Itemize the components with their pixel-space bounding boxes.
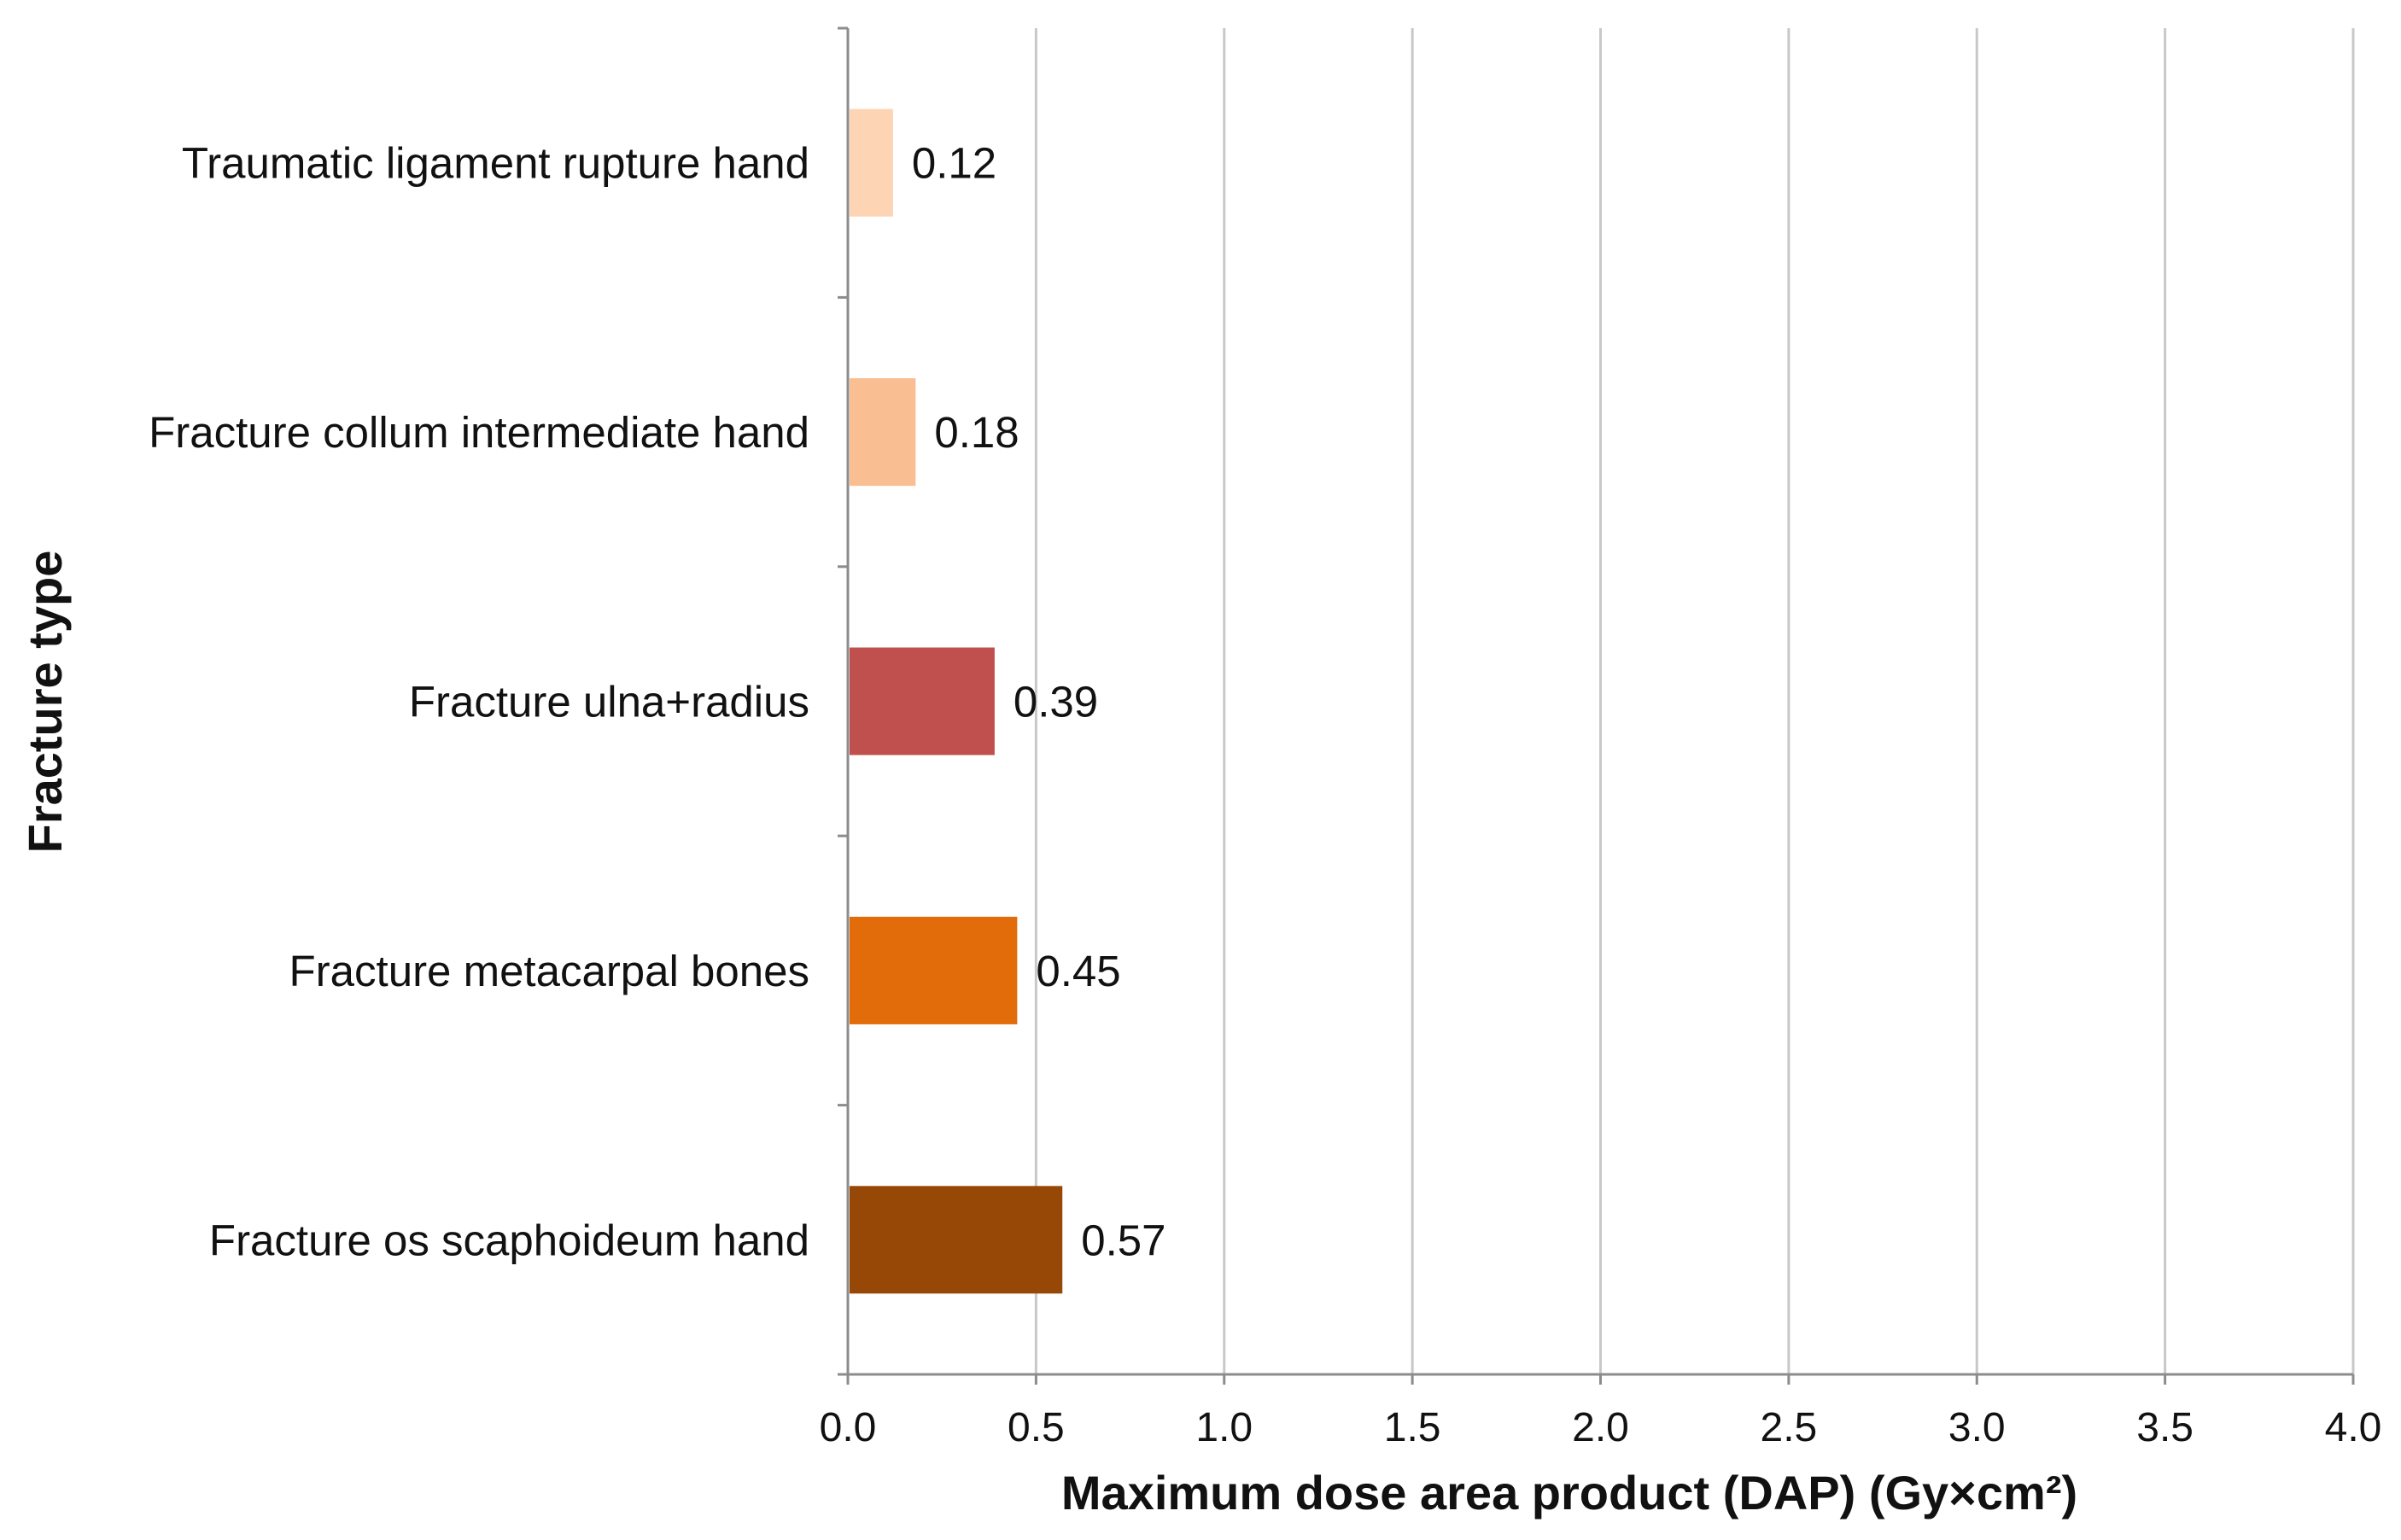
bar-1 xyxy=(850,378,916,487)
x-tick-label-6: 3.0 xyxy=(1948,1405,2006,1450)
labels: 0.0 0.5 1.0 1.5 2.0 2.5 3.0 3.5 4.0 Traumatic lig… xyxy=(149,139,2381,1450)
x-tick-label-7: 3.5 xyxy=(2136,1405,2194,1450)
bar-2 xyxy=(850,647,995,755)
category-label-4: Fracture os scaphoideum hand xyxy=(209,1216,809,1264)
x-tick-label-8: 4.0 xyxy=(2325,1405,2382,1450)
x-axis-title: Maximum dose area product (DAP) (Gy×cm²) xyxy=(1061,1466,2077,1520)
x-tick-label-4: 2.0 xyxy=(1572,1405,1629,1450)
y-axis-title: Fracture type xyxy=(18,551,72,854)
bars xyxy=(850,108,1063,1294)
gridlines xyxy=(1034,28,2355,1374)
x-tick-label-1: 0.5 xyxy=(1008,1405,1065,1450)
value-label-0: 0.12 xyxy=(912,139,996,188)
value-label-1: 0.18 xyxy=(934,408,1019,457)
x-tick-label-5: 2.5 xyxy=(1761,1405,1818,1450)
x-tick-label-3: 1.5 xyxy=(1384,1405,1441,1450)
bar-0 xyxy=(850,108,893,217)
x-tick-label-2: 1.0 xyxy=(1195,1405,1253,1450)
bar-3 xyxy=(850,916,1018,1024)
category-label-3: Fracture metacarpal bones xyxy=(289,947,809,995)
x-tick-label-0: 0.0 xyxy=(820,1405,877,1450)
value-label-2: 0.39 xyxy=(1014,678,1098,726)
value-label-3: 0.45 xyxy=(1036,947,1120,995)
value-label-4: 0.57 xyxy=(1081,1216,1165,1264)
category-label-1: Fracture collum intermediate hand xyxy=(149,408,809,457)
category-label-0: Traumatic ligament rupture hand xyxy=(182,139,809,188)
bar-4 xyxy=(850,1186,1063,1294)
axes xyxy=(838,26,2355,1385)
category-label-2: Fracture ulna+radius xyxy=(409,678,809,726)
